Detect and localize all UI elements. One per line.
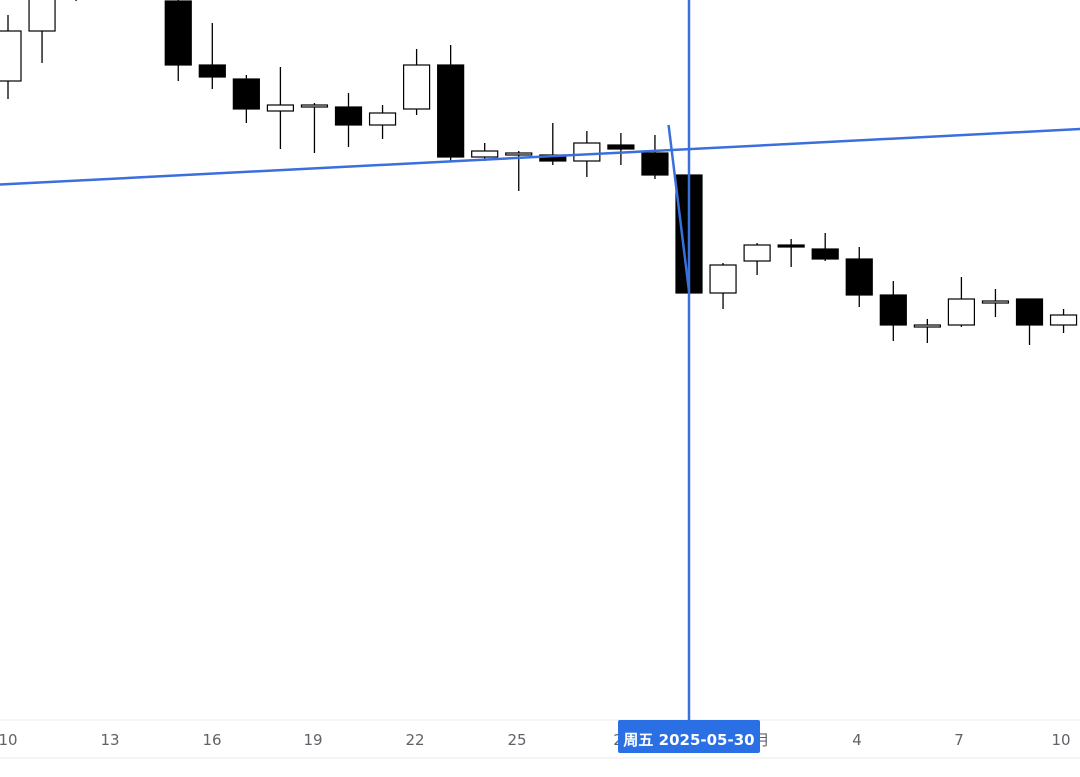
candle-body bbox=[845, 258, 873, 296]
candle-14 bbox=[471, 143, 499, 161]
candle-31 bbox=[1049, 309, 1078, 333]
crosshair-label-text: 周五 2025-05-30 bbox=[623, 731, 754, 749]
candle-body bbox=[981, 300, 1010, 304]
candle-body bbox=[777, 244, 805, 248]
candle-26 bbox=[879, 281, 907, 341]
candle-body bbox=[573, 142, 601, 162]
x-tick-label: 13 bbox=[100, 731, 119, 749]
candle-12 bbox=[403, 49, 431, 115]
candle-23 bbox=[777, 239, 805, 267]
x-tick-label: 16 bbox=[202, 731, 221, 749]
candle-body bbox=[607, 144, 635, 150]
candle-10 bbox=[334, 93, 363, 147]
candle-body bbox=[1015, 298, 1044, 326]
candle-body bbox=[0, 30, 22, 82]
x-axis-tick-labels: 1013161922252月4710 bbox=[0, 731, 1071, 749]
x-tick-label: 19 bbox=[303, 731, 322, 749]
candle-22 bbox=[743, 243, 771, 275]
candle-18 bbox=[607, 133, 635, 165]
candle-8 bbox=[266, 67, 294, 149]
candle-body bbox=[300, 104, 329, 108]
crosshair-label-background bbox=[618, 720, 760, 753]
candle-5 bbox=[164, 0, 192, 81]
candle-body bbox=[505, 152, 533, 156]
x-tick-label: 10 bbox=[1051, 731, 1070, 749]
candle-body bbox=[334, 106, 363, 126]
candle-body bbox=[437, 64, 465, 158]
candle-0 bbox=[0, 15, 22, 99]
candle-body bbox=[232, 78, 260, 110]
candle-25 bbox=[845, 247, 873, 307]
candle-body bbox=[913, 324, 941, 328]
candle-13 bbox=[437, 45, 465, 161]
candle-body bbox=[1049, 314, 1078, 326]
x-tick-label: 4 bbox=[852, 731, 862, 749]
candle-body bbox=[743, 244, 771, 262]
candle-30 bbox=[1015, 298, 1044, 345]
trend-line-0[interactable] bbox=[0, 127, 1080, 186]
candle-28 bbox=[947, 277, 976, 327]
candle-24 bbox=[811, 233, 839, 261]
candle-body bbox=[164, 0, 192, 66]
crosshair-date-label: 周五 2025-05-30 bbox=[618, 720, 760, 753]
candle-6 bbox=[198, 23, 226, 89]
trend-lines-layer bbox=[0, 124, 1080, 292]
candle-body bbox=[28, 0, 56, 32]
candle-body bbox=[641, 152, 669, 176]
candle-29 bbox=[981, 289, 1010, 317]
candle-body bbox=[471, 150, 499, 158]
candle-1 bbox=[28, 0, 56, 63]
plot-background bbox=[0, 0, 1080, 720]
candle-body bbox=[879, 294, 907, 326]
x-tick-label: 22 bbox=[405, 731, 424, 749]
x-tick-label: 25 bbox=[507, 731, 526, 749]
candle-7 bbox=[232, 75, 260, 123]
candle-body bbox=[811, 248, 839, 260]
candle-body bbox=[709, 264, 737, 294]
candles-layer bbox=[0, 0, 1078, 345]
trend-line-1[interactable] bbox=[667, 124, 691, 292]
candle-9 bbox=[300, 103, 329, 153]
x-tick-label: 7 bbox=[954, 731, 964, 749]
candle-body bbox=[947, 298, 976, 326]
candle-11 bbox=[368, 105, 397, 139]
candle-body bbox=[198, 64, 226, 78]
x-tick-label: 10 bbox=[0, 731, 18, 749]
candle-27 bbox=[913, 319, 941, 343]
candle-body bbox=[403, 64, 431, 110]
candle-19 bbox=[641, 135, 669, 179]
candle-body bbox=[368, 112, 397, 126]
candle-21 bbox=[709, 263, 737, 309]
candle-body bbox=[266, 104, 294, 112]
